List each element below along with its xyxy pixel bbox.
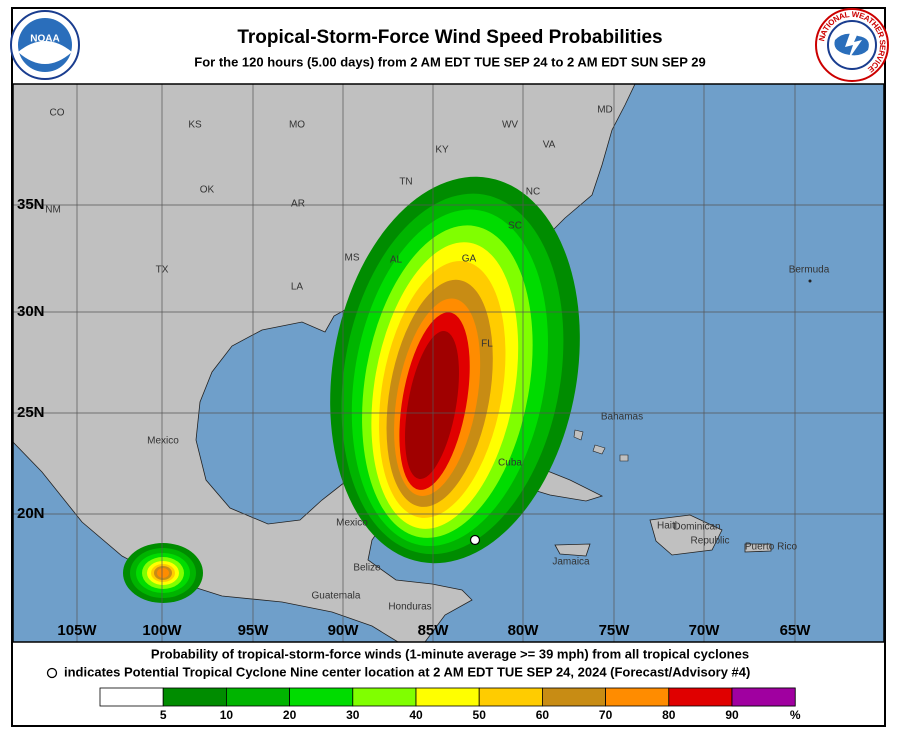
place-label: OK [200,185,215,196]
degree-labels: 105W 100W 95W 90W 85W 80W 75W 70W 65W 35N 30N 25N 20… [17,196,811,639]
lon-label: 100W [142,622,182,639]
probability-swath [123,176,580,603]
place-label: Mexico [147,436,179,447]
place-label: Republic [691,536,730,547]
legend-label: 10 [220,708,234,722]
subtitle: For the 120 hours (5.00 days) from 2 AM … [194,54,705,69]
place-label: TX [156,265,169,276]
legend-label: 5 [160,708,167,722]
legend-label: 50 [473,708,487,722]
place-label: NM [45,205,61,216]
place-label: Bahamas [601,412,643,423]
lat-label: 20N [17,505,45,522]
place-label: Bermuda [789,265,830,276]
legend-swatch [99,687,164,707]
lon-label: 85W [418,622,450,639]
footer-marker [46,667,58,679]
swath-band [405,331,459,479]
place-label: SC [508,221,522,232]
legend-label: 80 [662,708,676,722]
place-label: CO [50,108,65,119]
legend-swatch [225,687,290,707]
swath-band [157,568,169,578]
legend-swatch [415,687,480,707]
map: CO KS MO KY WV VA MD TN NC OK AR NM SC TX MS AL GA LA FL Be… [13,84,884,642]
legend-swatch [478,687,543,707]
legend-swatch [542,687,607,707]
legend: 5 10 20 30 40 50 60 70 80 90% [99,687,801,722]
frame [11,7,886,727]
lon-label: 90W [328,622,360,639]
place-label: Haiti [657,521,677,532]
place-label: VA [543,140,556,151]
legend-swatch [731,687,796,707]
bermuda [808,279,812,283]
place-label: MO [289,120,305,131]
title: Tropical-Storm-Force Wind Speed Probabil… [237,27,662,48]
place-label: AR [291,199,305,210]
lon-label: 65W [780,622,812,639]
place-label: Mexico [336,518,368,529]
place-label: WV [502,120,518,131]
legend-label: % [790,708,801,722]
lon-label: 95W [238,622,270,639]
lat-label: 25N [17,404,45,421]
legend-label: 90 [725,708,739,722]
place-label: Cuba [498,458,522,469]
place-label: Guatemala [312,591,361,602]
place-label: MS [345,253,360,264]
place-label: LA [291,282,304,293]
place-label: Jamaica [552,557,590,568]
footer-line2: indicates Potential Tropical Cyclone Nin… [64,664,750,679]
place-label: TN [399,177,412,188]
place-label: GA [462,254,477,265]
legend-label: 30 [346,708,360,722]
nws-logo: NATIONAL WEATHER SERVICE [815,8,889,82]
place-label: FL [481,339,493,350]
jamaica [554,543,591,557]
place-label: KY [435,145,449,156]
place-label: Puerto Rico [745,542,798,553]
place-label: NC [526,187,540,198]
legend-label: 40 [409,708,423,722]
place-label: Belize [353,563,381,574]
puerto-rico [744,543,772,553]
legend-swatch [668,687,733,707]
place-label: KS [188,120,202,131]
legend-label: 20 [283,708,297,722]
lat-label: 30N [17,303,45,320]
lon-label: 80W [508,622,540,639]
legend-swatch [605,687,670,707]
place-label: AL [390,255,403,266]
legend-swatch [289,687,354,707]
lat-label: 35N [17,196,45,213]
legend-label: 70 [599,708,613,722]
lon-label: 75W [599,622,631,639]
place-label: Honduras [388,602,431,613]
legend-swatch [162,687,227,707]
map-border [12,83,885,643]
legend-swatch [352,687,417,707]
footer-line1: Probability of tropical-storm-force wind… [151,646,749,661]
place-label: Dominican [673,522,720,533]
storm-center [469,534,481,546]
legend-label: 60 [536,708,550,722]
lon-label: 105W [57,622,97,639]
noaa-logo: NOAA [10,10,80,80]
place-label: MD [597,105,613,116]
graticule [13,84,884,642]
place-labels: CO KS MO KY WV VA MD TN NC OK AR NM SC TX MS AL GA LA FL Be… [45,105,830,613]
noaa-text: NOAA [30,34,59,45]
lon-label: 70W [689,622,721,639]
